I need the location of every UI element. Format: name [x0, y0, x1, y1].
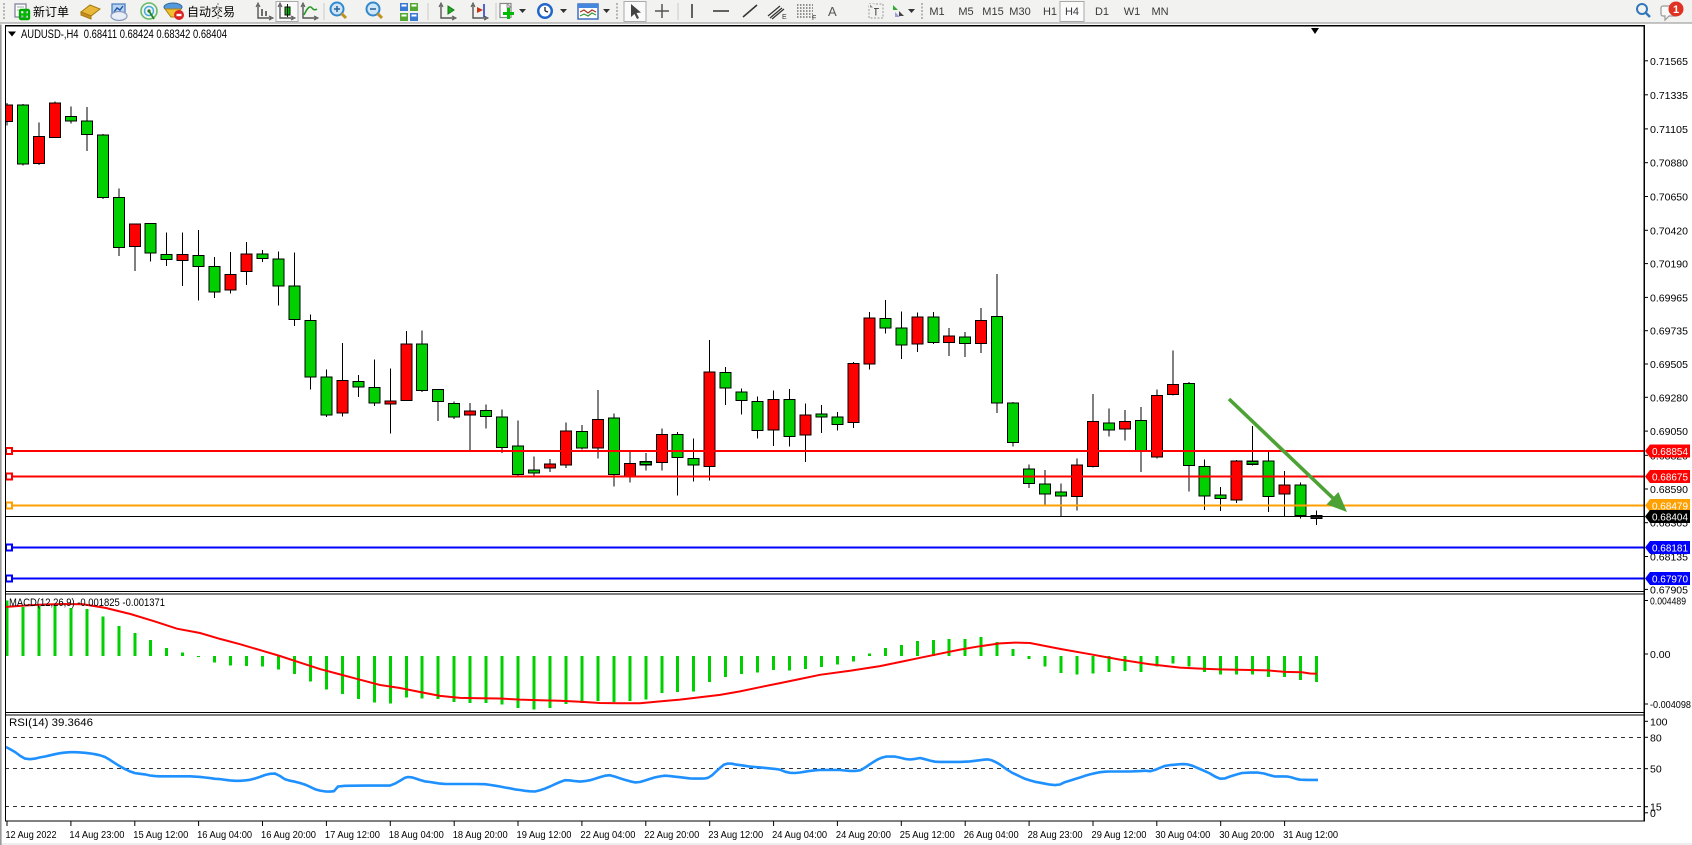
svg-text:0.71105: 0.71105 [1650, 124, 1688, 136]
svg-text:26 Aug 04:00: 26 Aug 04:00 [964, 829, 1019, 841]
svg-text:0.69735: 0.69735 [1650, 326, 1688, 338]
svg-text:0.68135: 0.68135 [1650, 552, 1688, 564]
svg-text:80: 80 [1650, 732, 1662, 744]
svg-text:28 Aug 23:00: 28 Aug 23:00 [1028, 829, 1083, 841]
svg-text:29 Aug 12:00: 29 Aug 12:00 [1092, 829, 1147, 841]
svg-text:W1: W1 [1124, 6, 1141, 18]
svg-text:12 Aug 2022: 12 Aug 2022 [6, 829, 57, 841]
svg-text:M1: M1 [929, 6, 944, 18]
svg-text:0.68404: 0.68404 [1652, 512, 1688, 524]
svg-text:30 Aug 04:00: 30 Aug 04:00 [1155, 829, 1210, 841]
svg-text:F: F [812, 15, 816, 22]
svg-text:0.70190: 0.70190 [1650, 259, 1688, 271]
svg-text:19 Aug 12:00: 19 Aug 12:00 [517, 829, 572, 841]
svg-text:0.70650: 0.70650 [1650, 192, 1688, 204]
svg-text:A: A [828, 4, 837, 19]
svg-text:0.68479: 0.68479 [1652, 501, 1688, 513]
svg-text:0.69050: 0.69050 [1650, 426, 1688, 438]
svg-text:50: 50 [1650, 764, 1662, 776]
svg-text:T: T [873, 7, 880, 19]
svg-text:AUDUSD-,H4 0.68411 0.68424 0.: AUDUSD-,H4 0.68411 0.68424 0.68342 0.684… [21, 29, 227, 41]
svg-text:H1: H1 [1043, 6, 1057, 18]
svg-text:22 Aug 04:00: 22 Aug 04:00 [580, 829, 635, 841]
svg-text:0: 0 [1650, 808, 1656, 820]
svg-text:25 Aug 12:00: 25 Aug 12:00 [900, 829, 955, 841]
svg-text:15: 15 [1650, 802, 1662, 814]
svg-text:15 Aug 12:00: 15 Aug 12:00 [133, 829, 188, 841]
svg-text:0.004489: 0.004489 [1650, 596, 1686, 608]
svg-text:16 Aug 20:00: 16 Aug 20:00 [261, 829, 316, 841]
svg-text:22 Aug 20:00: 22 Aug 20:00 [644, 829, 699, 841]
svg-text:M15: M15 [982, 6, 1003, 18]
svg-text:0.69280: 0.69280 [1650, 392, 1688, 404]
svg-text:0.69505: 0.69505 [1650, 359, 1688, 371]
svg-text:14 Aug 23:00: 14 Aug 23:00 [69, 829, 124, 841]
svg-text:0.68181: 0.68181 [1652, 543, 1688, 555]
svg-text:RSI(14) 39.3646: RSI(14) 39.3646 [9, 717, 93, 729]
svg-text:18 Aug 04:00: 18 Aug 04:00 [389, 829, 444, 841]
svg-text:M5: M5 [958, 6, 973, 18]
svg-text:自动交易: 自动交易 [187, 4, 235, 19]
svg-text:24 Aug 04:00: 24 Aug 04:00 [772, 829, 827, 841]
svg-text:0.70880: 0.70880 [1650, 158, 1688, 170]
svg-text:16 Aug 04:00: 16 Aug 04:00 [197, 829, 252, 841]
svg-text:23 Aug 12:00: 23 Aug 12:00 [708, 829, 763, 841]
svg-text:18 Aug 20:00: 18 Aug 20:00 [453, 829, 508, 841]
svg-text:0.69965: 0.69965 [1650, 292, 1688, 304]
svg-text:0.68590: 0.68590 [1650, 484, 1688, 496]
svg-text:0.67970: 0.67970 [1652, 574, 1688, 586]
svg-text:0.68854: 0.68854 [1652, 446, 1688, 458]
svg-text:M30: M30 [1009, 6, 1030, 18]
svg-text:100: 100 [1650, 716, 1668, 728]
svg-text:D1: D1 [1095, 6, 1109, 18]
svg-text:31 Aug 12:00: 31 Aug 12:00 [1283, 829, 1338, 841]
svg-text:0.67905: 0.67905 [1650, 584, 1688, 596]
svg-text:H4: H4 [1065, 6, 1079, 18]
svg-text:24 Aug 20:00: 24 Aug 20:00 [836, 829, 891, 841]
svg-text:17 Aug 12:00: 17 Aug 12:00 [325, 829, 380, 841]
svg-text:0.71565: 0.71565 [1650, 56, 1688, 68]
svg-text:0.00: 0.00 [1650, 649, 1671, 661]
svg-text:新订单: 新订单 [33, 4, 69, 19]
svg-text:-0.004098: -0.004098 [1650, 699, 1691, 711]
svg-text:0.71335: 0.71335 [1650, 90, 1688, 102]
svg-text:30 Aug 20:00: 30 Aug 20:00 [1219, 829, 1274, 841]
svg-text:MN: MN [1151, 6, 1168, 18]
svg-text:0.68675: 0.68675 [1652, 472, 1688, 484]
svg-text:0.70420: 0.70420 [1650, 225, 1688, 237]
svg-text:MACD(12,26,9) -0.001825 -0.001: MACD(12,26,9) -0.001825 -0.001371 [9, 597, 165, 609]
svg-text:E: E [782, 14, 787, 21]
svg-text:1: 1 [1673, 4, 1679, 16]
